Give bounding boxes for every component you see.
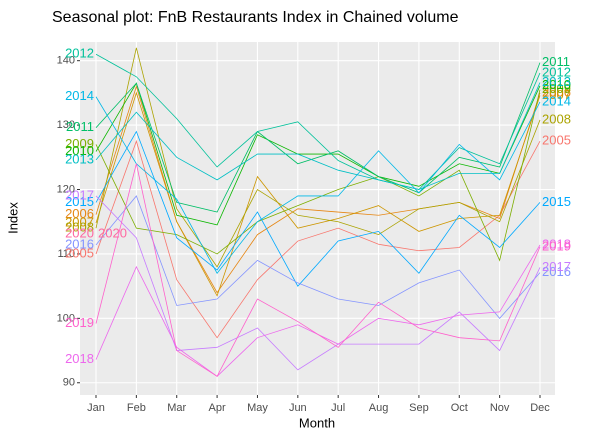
y-tick-label: 130: [57, 119, 75, 131]
year-label-start: 2006: [65, 206, 94, 221]
series-line: [95, 163, 541, 377]
x-tick-label: Jun: [289, 402, 307, 414]
year-label-end: 2013: [542, 74, 571, 89]
year-label-end: 2018: [542, 236, 571, 251]
year-label-end: 2006: [542, 84, 571, 99]
x-tick-label: Jan: [87, 402, 105, 414]
x-tick-label: Jul: [331, 402, 345, 414]
year-label-end: 2020: [98, 225, 127, 240]
x-tick-label: Oct: [451, 402, 468, 414]
year-label-start: 2019: [65, 315, 94, 330]
x-tick-label: Feb: [127, 402, 146, 414]
x-tick-label: Aug: [369, 402, 389, 414]
chart-title: Seasonal plot: FnB Restaurants Index in …: [52, 9, 459, 26]
year-label-end: 2015: [542, 194, 571, 209]
year-label-start: 2011: [66, 119, 94, 134]
year-label-start: 2008: [65, 220, 94, 235]
year-label-start: 2014: [65, 88, 94, 103]
year-label-start: 2007: [65, 214, 94, 229]
year-label-end: 2016: [542, 264, 571, 279]
year-label-end: 2012: [542, 64, 571, 79]
x-tick-label: Apr: [209, 402, 226, 414]
year-label-end: 2005: [542, 133, 571, 148]
series-line: [95, 96, 541, 274]
year-label-start: 2005: [65, 245, 94, 260]
year-label-end: 2014: [542, 93, 571, 108]
series-line: [95, 139, 541, 339]
series-line: [95, 130, 541, 287]
x-tick-label: Dec: [530, 402, 550, 414]
x-tick-label: Sep: [409, 402, 429, 414]
y-tick-label: 100: [57, 312, 75, 324]
y-axis-label: Index: [5, 202, 20, 234]
series-line: [95, 82, 541, 190]
y-tick-label: 90: [63, 377, 75, 389]
x-axis-label: Month: [299, 415, 335, 430]
year-label-start: 2020: [65, 225, 94, 240]
year-label-end: 2009: [542, 81, 571, 96]
series-line: [95, 91, 541, 297]
year-label-end: 2008: [542, 111, 571, 126]
y-tick-label: 140: [57, 55, 75, 67]
series-line: [95, 62, 541, 213]
x-tick-label: Nov: [490, 402, 510, 414]
year-label-end: 2011: [542, 54, 570, 69]
series-line: [95, 195, 541, 319]
series-line: [95, 195, 541, 371]
year-label-start: 2009: [65, 136, 94, 151]
year-label-start: 2015: [65, 194, 94, 209]
y-tick-label: 120: [57, 183, 75, 195]
year-label-start: 2016: [65, 236, 94, 251]
year-label-end: 2019: [542, 238, 571, 253]
year-label-end: 2017: [542, 259, 571, 274]
year-label-start: 2012: [65, 46, 94, 61]
series-line: [95, 89, 541, 262]
year-label-start: 2017: [65, 187, 94, 202]
x-tick-label: Mar: [167, 402, 186, 414]
year-label-start: 2013: [65, 151, 94, 166]
year-label-end: 2010: [542, 77, 571, 92]
year-label-start: 2010: [65, 143, 94, 158]
y-tick-label: 110: [57, 248, 75, 260]
year-label-end: 2007: [542, 87, 571, 102]
x-tick-label: May: [247, 402, 268, 414]
year-label-start: 2018: [65, 351, 94, 366]
